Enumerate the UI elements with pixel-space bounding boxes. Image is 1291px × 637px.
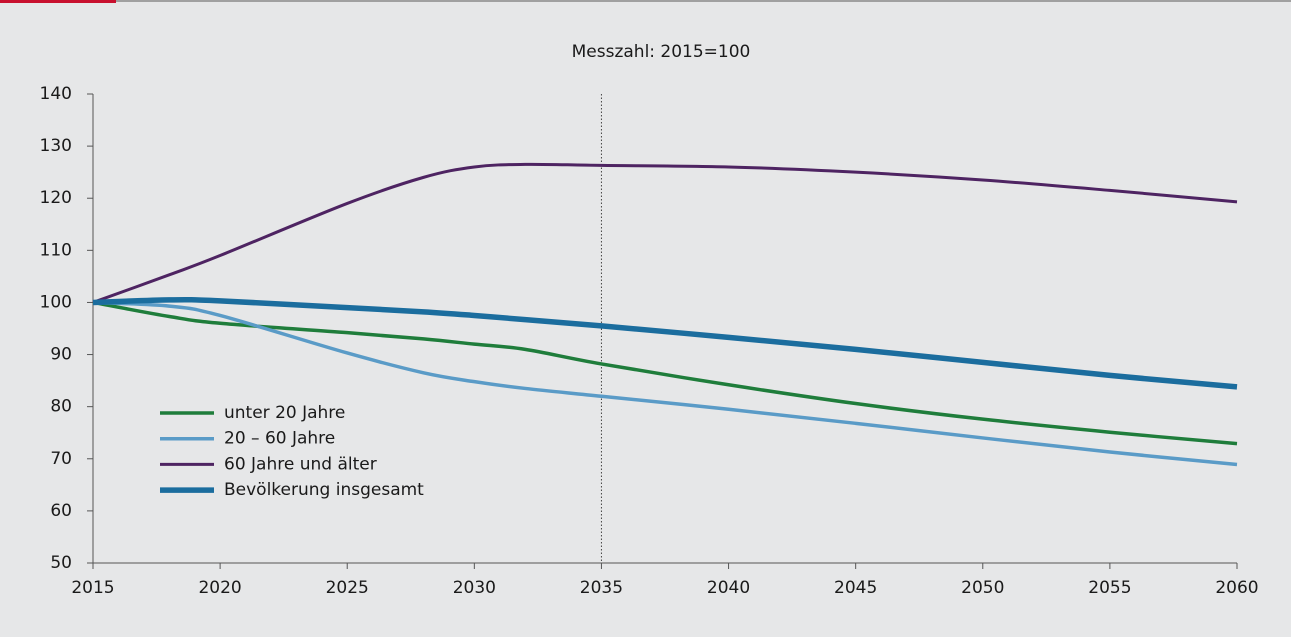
y-tick-label: 100 xyxy=(40,292,72,312)
x-tick-label: 2015 xyxy=(71,578,114,598)
legend-label: unter 20 Jahre xyxy=(224,403,345,423)
line-series xyxy=(92,300,1238,446)
y-tick-label: 90 xyxy=(50,345,72,365)
y-tick-label: 130 xyxy=(40,136,72,156)
x-tick-label: 2050 xyxy=(961,578,1004,598)
x-tick-label: 2060 xyxy=(1215,578,1258,598)
y-tick-label: 140 xyxy=(40,84,72,104)
x-tick-label: 2025 xyxy=(326,578,369,598)
legend-label: Bevölkerung insgesamt xyxy=(224,480,424,500)
x-tick-label: 2045 xyxy=(834,578,877,598)
accent-bar xyxy=(0,0,116,3)
line-series xyxy=(92,300,1238,467)
y-tick-label: 60 xyxy=(50,501,72,521)
x-tick-label: 2020 xyxy=(198,578,241,598)
y-tick-label: 50 xyxy=(50,553,72,573)
x-tick-label: 2030 xyxy=(453,578,496,598)
y-tick-label: 80 xyxy=(50,397,72,417)
line-series xyxy=(92,296,1238,390)
legend-label: 20 – 60 Jahre xyxy=(224,429,335,449)
chart-title: Messzahl: 2015=100 xyxy=(572,42,751,62)
line-series xyxy=(92,162,1238,304)
x-tick-label: 2035 xyxy=(580,578,623,598)
y-tick-label: 110 xyxy=(40,240,72,260)
y-tick-label: 120 xyxy=(40,188,72,208)
y-tick-label: 70 xyxy=(50,449,72,469)
legend-label: 60 Jahre und älter xyxy=(224,454,377,474)
x-tick-label: 2055 xyxy=(1088,578,1131,598)
x-tick-label: 2040 xyxy=(707,578,750,598)
